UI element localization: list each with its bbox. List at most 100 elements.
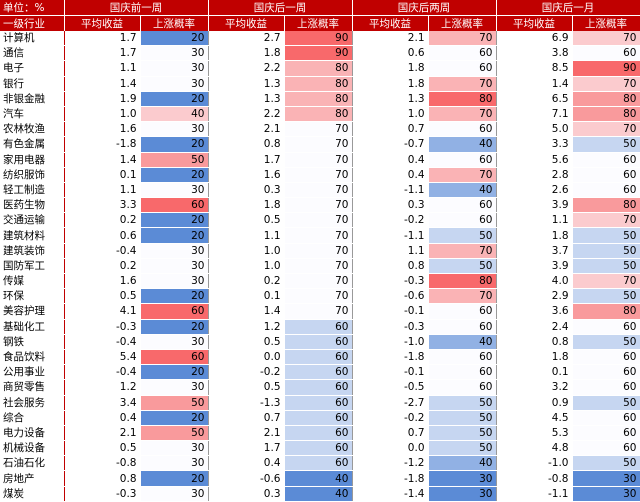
table-row: 煤炭 -0.3 30 0.3 40 -1.4 30 -1.1 30 bbox=[0, 486, 640, 502]
rise-probability: 50 bbox=[572, 395, 640, 411]
rise-probability: 60 bbox=[428, 212, 497, 229]
table-row: 轻工制造 1.1 30 0.3 70 -1.1 40 2.6 60 bbox=[0, 182, 640, 199]
avg-return: -0.3 bbox=[352, 319, 429, 335]
avg-return: 2.1 bbox=[64, 425, 141, 442]
avg-return: 1.0 bbox=[352, 106, 429, 123]
avg-return: -1.3 bbox=[208, 395, 285, 411]
avg-return: 5.3 bbox=[496, 425, 573, 442]
avg-return: 1.4 bbox=[64, 152, 141, 168]
avg-return: 1.8 bbox=[352, 76, 429, 92]
rise-probability: 70 bbox=[428, 288, 497, 305]
avg-return: 0.5 bbox=[64, 288, 141, 305]
avg-return: -0.6 bbox=[208, 470, 285, 487]
rise-probability: 60 bbox=[428, 319, 497, 335]
rise-probability: 40 bbox=[140, 106, 209, 123]
avg-return: 1.0 bbox=[208, 243, 285, 259]
avg-return: 5.0 bbox=[496, 121, 573, 138]
avg-return: 0.8 bbox=[352, 258, 429, 275]
rise-probability: 60 bbox=[428, 197, 497, 214]
industry-name: 电力设备 bbox=[0, 425, 65, 442]
avg-return: 1.0 bbox=[64, 106, 141, 123]
table-row: 环保 0.5 20 0.1 70 -0.6 70 2.9 50 bbox=[0, 288, 640, 305]
rise-probability: 20 bbox=[140, 91, 209, 107]
avg-return: 0.4 bbox=[352, 167, 429, 183]
avg-return: -0.7 bbox=[352, 136, 429, 153]
rise-probability: 50 bbox=[428, 410, 497, 426]
rise-probability: 70 bbox=[284, 121, 353, 138]
avg-return: 1.1 bbox=[496, 212, 573, 229]
rise-probability: 60 bbox=[428, 152, 497, 168]
column-header: 平均收益 bbox=[64, 15, 141, 31]
avg-return: 2.6 bbox=[496, 182, 573, 199]
rise-probability: 20 bbox=[140, 167, 209, 183]
table-row: 农林牧渔 1.6 30 2.1 70 0.7 60 5.0 70 bbox=[0, 121, 640, 138]
rise-probability: 80 bbox=[428, 273, 497, 290]
avg-return: 0.5 bbox=[64, 440, 141, 457]
table-row: 纺织服饰 0.1 20 1.6 70 0.4 70 2.8 60 bbox=[0, 167, 640, 183]
rise-probability: 70 bbox=[284, 136, 353, 153]
rise-probability: 30 bbox=[140, 273, 209, 290]
industry-name: 家用电器 bbox=[0, 152, 65, 168]
industry-name: 通信 bbox=[0, 45, 65, 62]
rise-probability: 60 bbox=[140, 303, 209, 320]
rise-probability: 30 bbox=[572, 470, 640, 487]
table-row: 非银金融 1.9 20 1.3 80 1.3 80 6.5 80 bbox=[0, 91, 640, 107]
avg-return: 1.8 bbox=[208, 197, 285, 214]
rise-probability: 50 bbox=[428, 425, 497, 442]
avg-return: 1.0 bbox=[208, 258, 285, 275]
avg-return: 4.0 bbox=[496, 273, 573, 290]
avg-return: -0.1 bbox=[352, 364, 429, 381]
rise-probability: 50 bbox=[572, 136, 640, 153]
avg-return: 1.8 bbox=[352, 60, 429, 77]
avg-return: 2.9 bbox=[496, 288, 573, 305]
rise-probability: 50 bbox=[572, 288, 640, 305]
rise-probability: 40 bbox=[284, 486, 353, 502]
avg-return: 1.8 bbox=[208, 45, 285, 62]
unit-label: 单位：% bbox=[0, 0, 65, 16]
rise-probability: 70 bbox=[428, 243, 497, 259]
rise-probability: 60 bbox=[284, 334, 353, 350]
rise-probability: 60 bbox=[428, 121, 497, 138]
avg-return: 0.8 bbox=[64, 470, 141, 487]
avg-return: -0.3 bbox=[352, 273, 429, 290]
rise-probability: 80 bbox=[572, 197, 640, 214]
avg-return: -1.8 bbox=[352, 470, 429, 487]
rise-probability: 50 bbox=[428, 227, 497, 244]
industry-name: 国防军工 bbox=[0, 258, 65, 275]
avg-return: 4.8 bbox=[496, 440, 573, 457]
column-header: 上涨概率 bbox=[284, 15, 353, 31]
avg-return: 0.5 bbox=[208, 212, 285, 229]
avg-return: -0.2 bbox=[352, 410, 429, 426]
rise-probability: 70 bbox=[428, 31, 497, 47]
rise-probability: 60 bbox=[572, 152, 640, 168]
avg-return: 0.3 bbox=[208, 182, 285, 199]
avg-return: 1.1 bbox=[352, 243, 429, 259]
industry-name: 非银金融 bbox=[0, 91, 65, 107]
rise-probability: 70 bbox=[284, 303, 353, 320]
rise-probability: 60 bbox=[572, 182, 640, 199]
avg-return: 0.5 bbox=[208, 334, 285, 350]
avg-return: -0.8 bbox=[64, 455, 141, 472]
rise-probability: 70 bbox=[284, 243, 353, 259]
rise-probability: 50 bbox=[140, 152, 209, 168]
avg-return: 1.4 bbox=[64, 76, 141, 92]
rise-probability: 50 bbox=[140, 395, 209, 411]
rise-probability: 30 bbox=[140, 334, 209, 350]
table-row: 基础化工 -0.3 20 1.2 60 -0.3 60 2.4 60 bbox=[0, 319, 640, 335]
rise-probability: 30 bbox=[572, 486, 640, 502]
rise-probability: 70 bbox=[572, 31, 640, 47]
avg-return: 1.7 bbox=[208, 440, 285, 457]
avg-return: -0.6 bbox=[352, 288, 429, 305]
rise-probability: 60 bbox=[140, 349, 209, 366]
rise-probability: 20 bbox=[140, 31, 209, 47]
avg-return: 2.2 bbox=[208, 60, 285, 77]
table-row: 房地产 0.8 20 -0.6 40 -1.8 30 -0.8 30 bbox=[0, 470, 640, 487]
avg-return: -1.0 bbox=[352, 334, 429, 350]
column-header: 一级行业 bbox=[0, 15, 65, 31]
rise-probability: 60 bbox=[428, 60, 497, 77]
rise-probability: 80 bbox=[284, 91, 353, 107]
rise-probability: 70 bbox=[572, 212, 640, 229]
avg-return: -1.8 bbox=[352, 349, 429, 366]
table-row: 机械设备 0.5 30 1.7 60 0.0 50 4.8 60 bbox=[0, 440, 640, 457]
